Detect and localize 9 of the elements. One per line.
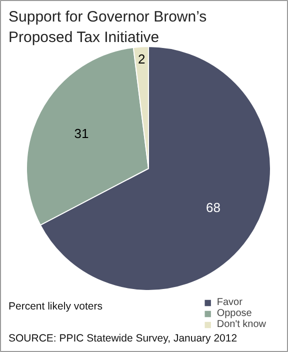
source-note: SOURCE: PPIC Statewide Survey, January 2012 bbox=[8, 332, 238, 344]
legend-label: Favor bbox=[216, 297, 242, 308]
data-label: 31 bbox=[74, 126, 89, 141]
legend-label: Don't know bbox=[216, 319, 266, 330]
chart-title: Support for Governor Brown’s Proposed Tax Initiative bbox=[8, 8, 207, 46]
legend-label: Oppose bbox=[216, 308, 252, 319]
data-label: 68 bbox=[206, 200, 220, 216]
text: Percent likely voters bbox=[8, 300, 102, 312]
data-label: 2 bbox=[138, 51, 146, 66]
